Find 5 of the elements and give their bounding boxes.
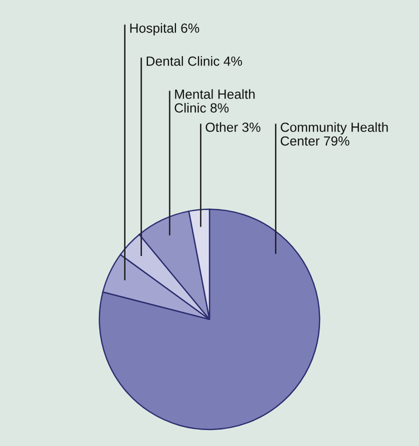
slice-label: Mental Health Clinic 8% [174,89,255,113]
slice-label: Hospital 6% [130,23,200,36]
slice-label: Dental Clinic 4% [146,56,242,66]
slice-label: Community Health Center 79% [280,122,388,146]
slice-label: Other 3% [206,122,260,132]
